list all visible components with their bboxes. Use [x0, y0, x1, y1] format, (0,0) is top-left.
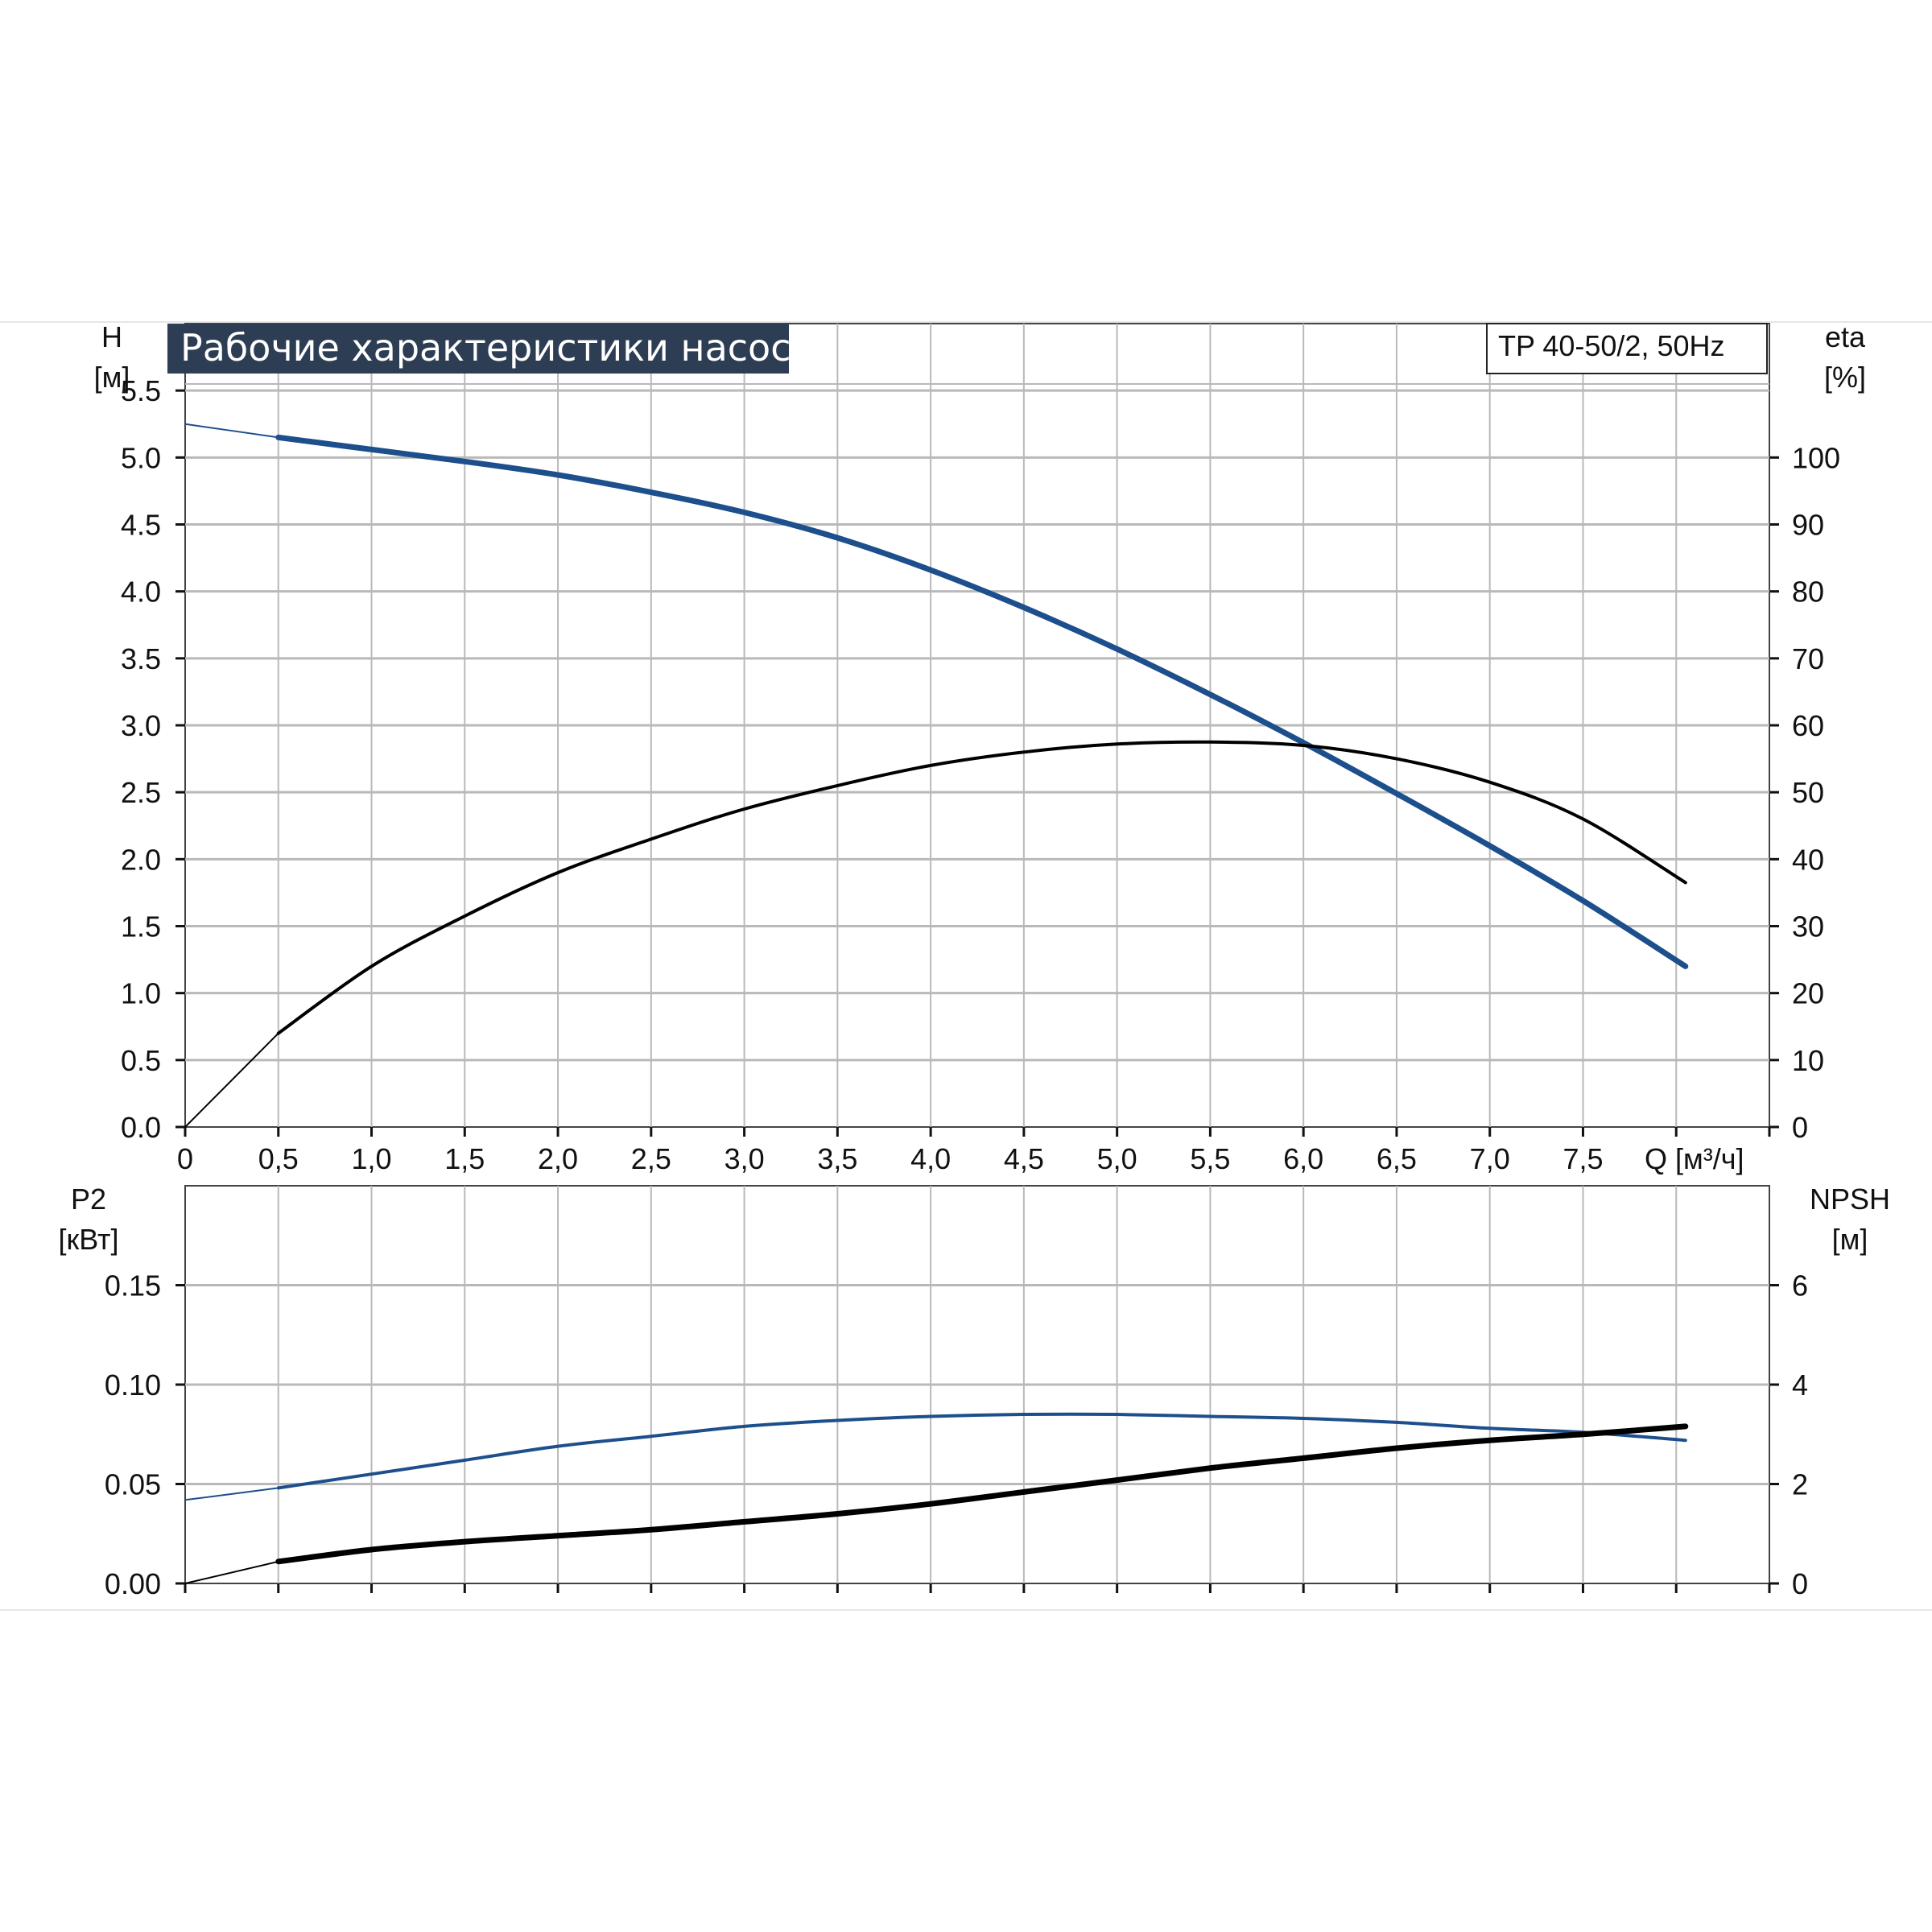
- series-line: [276, 740, 1687, 1035]
- npsh-axis-label: NPSH: [1810, 1183, 1890, 1216]
- y-left-tick-label: 1.5: [121, 910, 161, 943]
- y-right-tick-label: 50: [1792, 776, 1824, 809]
- x-tick-label: 7,0: [1470, 1142, 1510, 1175]
- y-left-tick-label: 3.5: [121, 642, 161, 675]
- chart-title: Рабочие характеристики насоса: [180, 326, 814, 369]
- y-right-tick-label: 70: [1792, 642, 1824, 675]
- x-tick-label: 0: [177, 1142, 193, 1175]
- eta-axis-unit: [%]: [1824, 361, 1866, 394]
- y-left-tick-label: 5.5: [121, 374, 161, 407]
- npsh-axis-unit: [м]: [1832, 1223, 1868, 1256]
- eta-axis-label: eta: [1825, 320, 1866, 353]
- x-tick-label: 2,5: [631, 1142, 671, 1175]
- model-label: TP 40-50/2, 50Hz: [1498, 329, 1725, 362]
- y-left-tick-label: 5.0: [121, 441, 161, 474]
- y-left-tick-label: 0.00: [105, 1567, 161, 1600]
- y-left-tick-label: 0.5: [121, 1044, 161, 1077]
- p2-axis-label: P2: [71, 1183, 106, 1216]
- curve-extension: [184, 1560, 279, 1584]
- y-right-tick-label: 2: [1792, 1468, 1808, 1501]
- x-tick-label: 5,5: [1190, 1142, 1230, 1175]
- y-left-tick-label: 4.0: [121, 576, 161, 609]
- top-panel-ticks: 0.0 0.5 1.0 1.5 2.0 2.5 3.0 3.5 4.0 4.5 5.0 5.5 0 10 2…: [121, 374, 1840, 1175]
- x-tick-label: 7,5: [1563, 1142, 1603, 1175]
- y-right-tick-label: 40: [1792, 843, 1824, 876]
- q-axis-label: Q [м³/ч]: [1645, 1142, 1744, 1175]
- x-tick-label: 0,5: [258, 1142, 299, 1175]
- y-left-tick-label: 0.0: [121, 1111, 161, 1144]
- series-line: [276, 1412, 1687, 1490]
- y-left-tick-label: 4.5: [121, 509, 161, 542]
- y-right-tick-label: 10: [1792, 1044, 1824, 1077]
- model-box: [1486, 323, 1768, 374]
- y-right-tick-label: 0: [1792, 1567, 1808, 1600]
- x-tick-label: 3,0: [724, 1142, 765, 1175]
- h-axis-label: H: [101, 320, 122, 353]
- title-background: [167, 324, 789, 374]
- x-tick-label: 1,0: [352, 1142, 392, 1175]
- bottom-panel-ticks: 0.00 0.05 0.10 0.15 0 2 4 6: [105, 1269, 1808, 1601]
- series-line: [275, 434, 1689, 969]
- curve-extension: [184, 1487, 279, 1501]
- p2-axis-unit: [кВт]: [58, 1223, 118, 1256]
- x-tick-label: 4,5: [1004, 1142, 1044, 1175]
- y-right-tick-label: 60: [1792, 709, 1824, 742]
- curve-extension: [184, 1032, 279, 1128]
- x-tick-label: 5,0: [1097, 1142, 1137, 1175]
- bottom-panel-grid: [184, 1185, 1770, 1584]
- x-tick-label: 2,0: [538, 1142, 578, 1175]
- x-tick-label: 1,5: [444, 1142, 485, 1175]
- top-panel-grid: [184, 323, 1770, 1128]
- y-left-tick-label: 2.5: [121, 776, 161, 809]
- y-right-tick-label: 0: [1792, 1111, 1808, 1144]
- y-left-tick-label: 0.05: [105, 1468, 161, 1501]
- y-left-tick-label: 1.0: [121, 977, 161, 1010]
- x-tick-label: 6,0: [1283, 1142, 1323, 1175]
- y-left-tick-label: 2.0: [121, 843, 161, 876]
- y-left-tick-label: 0.10: [105, 1368, 161, 1402]
- top-panel-curves: [184, 423, 1689, 1128]
- bottom-panel-curves: [184, 1412, 1689, 1584]
- y-right-tick-label: 6: [1792, 1269, 1808, 1302]
- x-tick-label: 3,5: [817, 1142, 857, 1175]
- x-tick-label: 6,5: [1377, 1142, 1417, 1175]
- y-right-tick-label: 80: [1792, 576, 1824, 609]
- curve-extension: [184, 423, 279, 439]
- series-line: [275, 1423, 1689, 1565]
- y-right-tick-label: 20: [1792, 977, 1824, 1010]
- h-axis-unit: [м]: [94, 361, 130, 394]
- y-right-tick-label: 30: [1792, 910, 1824, 943]
- y-right-tick-label: 4: [1792, 1368, 1808, 1402]
- y-right-tick-label: 100: [1792, 441, 1840, 474]
- y-right-tick-label: 90: [1792, 509, 1824, 542]
- x-tick-label: 4,0: [910, 1142, 951, 1175]
- y-left-tick-label: 3.0: [121, 709, 161, 742]
- y-left-tick-label: 0.15: [105, 1269, 161, 1302]
